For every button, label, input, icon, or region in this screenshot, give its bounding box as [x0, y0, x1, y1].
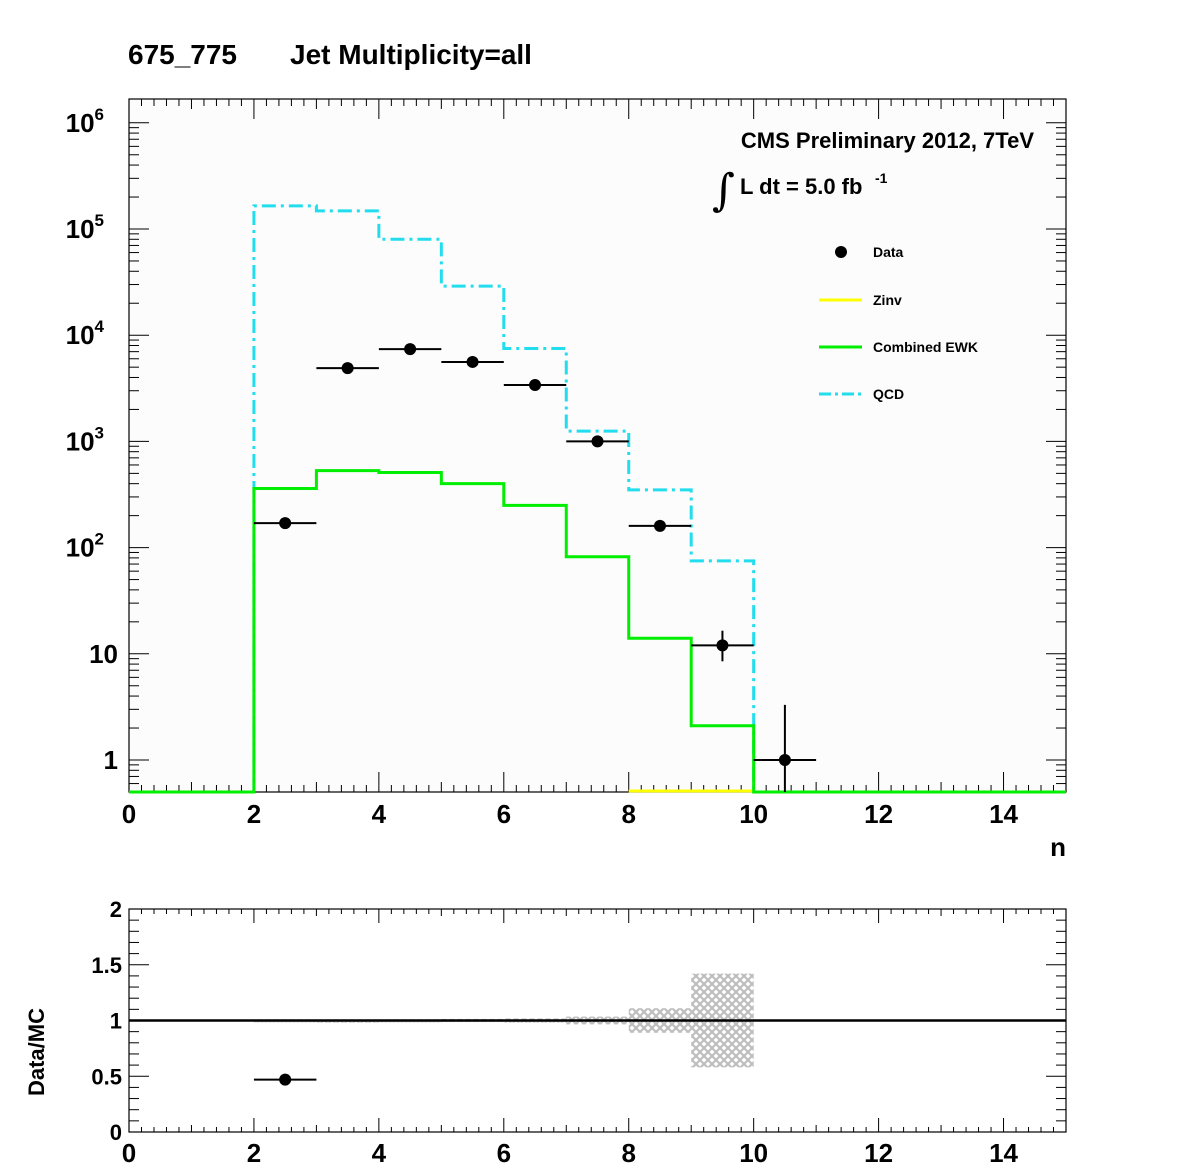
y-tick-label: 106 [66, 105, 104, 138]
x-tick-label: 8 [621, 799, 635, 829]
legend-zinv-label: Zinv [873, 292, 902, 308]
ratio-y-tick-label: 2 [110, 897, 122, 922]
x-tick-label: 10 [739, 799, 768, 829]
data-point-marker [466, 355, 479, 368]
ratio-x-tick-labels: 0 2 4 6 8 10 12 14 [122, 1138, 1019, 1168]
ratio-x-tick-label: 4 [372, 1138, 387, 1168]
selection-label: Jet Multiplicity=all [290, 39, 532, 70]
ratio-x-tick-label: 2 [247, 1138, 261, 1168]
y-tick-label: 103 [66, 423, 104, 456]
y-tick-label: 1 [104, 745, 118, 775]
ratio-x-tick-label: 14 [989, 1138, 1018, 1168]
lumi-exponent: -1 [875, 170, 888, 186]
data-point-marker [716, 639, 729, 652]
lumi-label: L dt = 5.0 fb [740, 174, 862, 199]
main-x-tick-labels: 0 2 4 6 8 10 12 14 [122, 799, 1019, 829]
legend-entry-qcd: QCD [819, 386, 904, 402]
integral-symbol: ∫ [712, 165, 735, 216]
x-tick-label: 14 [989, 799, 1018, 829]
legend-data-label: Data [873, 244, 904, 260]
data-point-marker [279, 517, 292, 530]
ratio-x-tick-label: 10 [739, 1138, 768, 1168]
y-tick-label: 104 [66, 317, 105, 350]
y-tick-label: 105 [66, 211, 104, 244]
main-y-tick-labels: 1 10 102 103 104 105 106 [66, 105, 118, 775]
y-tick-label: 102 [66, 530, 104, 563]
data-point [378, 343, 442, 356]
x-tick-label: 6 [497, 799, 511, 829]
bin-label: 675_775 [128, 39, 237, 70]
ratio-y-tick-label: 0.5 [91, 1064, 122, 1089]
data-point [628, 519, 692, 532]
ratio-plot: 0 2 4 6 8 10 12 14 0 0.5 1 1.5 2 Data/MC [24, 897, 1067, 1168]
qcd-series-line [252, 204, 756, 792]
data-point-marker [529, 378, 542, 391]
main-data-points [253, 343, 817, 792]
ratio-point-marker [279, 1073, 292, 1086]
legend-entry-ewk: Combined EWK [819, 339, 978, 355]
main-plot: 0 2 4 6 8 10 12 14 1 10 102 103 104 105 106 n [66, 98, 1067, 862]
x-tick-label: 2 [247, 799, 261, 829]
data-point [503, 378, 567, 391]
ratio-x-tick-label: 6 [497, 1138, 511, 1168]
x-tick-label: 12 [864, 799, 893, 829]
x-tick-label: 0 [122, 799, 136, 829]
data-point [691, 630, 754, 662]
y-tick-label: 10 [89, 639, 118, 669]
experiment-label: CMS Preliminary 2012, 7TeV [741, 128, 1034, 153]
ratio-y-tick-label: 1.5 [91, 953, 122, 978]
ratio-axis-ticks [128, 908, 1067, 1133]
ratio-point [253, 1073, 317, 1086]
ratio-uncertainty-band [129, 973, 1066, 1068]
data-point [566, 435, 629, 448]
data-point [753, 704, 817, 792]
legend-entry-zinv: Zinv [819, 292, 902, 308]
cms-annotation: CMS Preliminary 2012, 7TeV ∫ L dt = 5.0 … [712, 128, 1034, 216]
data-point-marker [653, 519, 666, 532]
main-series-layer [129, 204, 1066, 794]
ratio-y-tick-labels: 0 0.5 1 1.5 2 [91, 897, 122, 1145]
legend: Data Zinv Combined EWK QCD [819, 244, 978, 402]
legend-qcd-label: QCD [873, 386, 904, 402]
data-point-marker [404, 343, 417, 356]
legend-data-marker [835, 246, 847, 258]
legend-ewk-label: Combined EWK [873, 339, 978, 355]
ratio-y-tick-label: 1 [110, 1009, 122, 1034]
data-point [253, 517, 317, 530]
ratio-data-points [253, 1073, 317, 1086]
ratio-x-tick-label: 0 [122, 1138, 136, 1168]
x-tick-label: 4 [372, 799, 387, 829]
data-point [441, 355, 504, 368]
ratio-x-tick-label: 12 [864, 1138, 893, 1168]
ewk-series-line [129, 469, 1066, 794]
x-axis-label: n [1050, 832, 1066, 862]
data-point [316, 362, 379, 375]
ratio-y-tick-label: 0 [110, 1120, 122, 1145]
data-point-marker [591, 435, 604, 448]
data-point-marker [341, 362, 354, 375]
ratio-y-axis-label: Data/MC [24, 1008, 49, 1096]
legend-entry-data: Data [835, 244, 904, 260]
ratio-x-tick-label: 8 [621, 1138, 635, 1168]
data-point-marker [778, 754, 791, 766]
